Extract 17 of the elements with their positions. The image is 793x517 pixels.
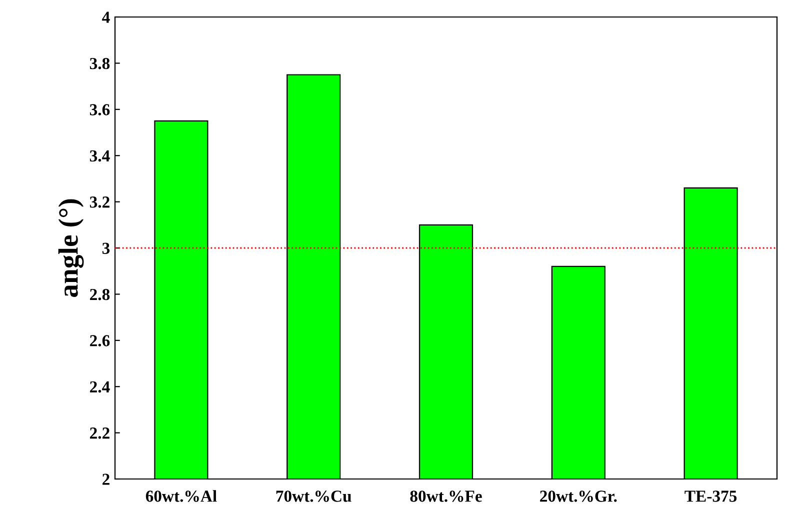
y-tick-label: 2.8 bbox=[90, 288, 110, 300]
y-tick-label: 2 bbox=[102, 474, 110, 485]
y-tick-label: 4 bbox=[102, 12, 110, 23]
x-tick-label: 60wt.%Al bbox=[146, 490, 217, 502]
y-tick-label: 2.6 bbox=[90, 335, 110, 346]
y-tick-label: 3 bbox=[102, 242, 110, 254]
x-tick-label: 80wt.%Fe bbox=[410, 490, 482, 502]
x-tick-label: TE-375 bbox=[684, 490, 737, 502]
y-tick-label: 3.6 bbox=[90, 104, 110, 116]
y-tick-label: 3.2 bbox=[90, 196, 110, 208]
x-tick-label: 20wt.%Gr. bbox=[540, 490, 617, 502]
y-tick-label: 2.2 bbox=[90, 428, 110, 439]
y-axis-title: angle (°) bbox=[58, 199, 84, 298]
y-tick-label: 3.4 bbox=[90, 150, 110, 162]
y-tick-label: 3.8 bbox=[90, 58, 110, 70]
x-tick-label: 70wt.%Cu bbox=[276, 490, 352, 502]
y-tick-label: 2.4 bbox=[90, 381, 110, 393]
